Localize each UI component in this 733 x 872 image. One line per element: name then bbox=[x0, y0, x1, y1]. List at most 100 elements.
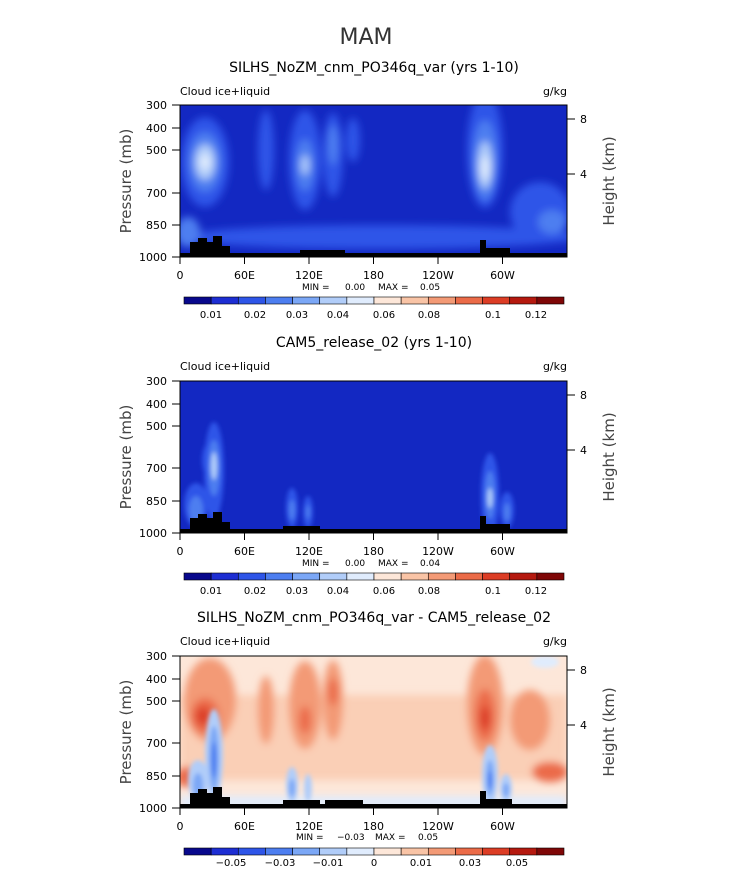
panel-3-ytick: 400 bbox=[146, 673, 167, 686]
svg-text:0: 0 bbox=[371, 858, 377, 869]
panel-3-left-ticks bbox=[172, 655, 180, 809]
panel-3-field bbox=[180, 656, 567, 808]
panel-2-left-ticks bbox=[172, 380, 180, 534]
panel-2-units: g/kg bbox=[543, 360, 567, 373]
colorbar-swatch bbox=[373, 296, 402, 305]
panel-1-right-axis bbox=[567, 118, 575, 175]
colorbar-swatch bbox=[292, 296, 321, 305]
colorbar-swatch bbox=[400, 847, 429, 856]
panel-2-xtick: 0 bbox=[177, 545, 184, 558]
panel-1-stats: MIN = 0.00 MAX = 0.05 bbox=[302, 283, 440, 293]
panel-3-xtick: 60E bbox=[234, 820, 255, 833]
colorbar-swatch bbox=[482, 572, 511, 581]
colorbar-swatch bbox=[346, 572, 375, 581]
panel-2-ytick: 300 bbox=[146, 375, 167, 388]
colorbar-swatch bbox=[373, 847, 402, 856]
colorbar-swatch bbox=[292, 847, 321, 856]
panel-1-xtick: 0 bbox=[177, 269, 184, 282]
panel-2-rtick: 8 bbox=[580, 389, 587, 402]
svg-text:MIN =: MIN = bbox=[296, 833, 324, 843]
colorbar-swatch bbox=[455, 847, 483, 856]
panel-2: CAM5_release_02 (yrs 1-10) Cloud ice+liq… bbox=[117, 335, 618, 597]
panel-3-x-ticks bbox=[179, 808, 503, 815]
panel-3-title: SILHS_NoZM_cnm_PO346q_var - CAM5_release… bbox=[197, 610, 551, 626]
panel-1-rtick: 4 bbox=[580, 168, 587, 181]
svg-text:0.03: 0.03 bbox=[286, 310, 308, 321]
svg-text:0.12: 0.12 bbox=[525, 310, 547, 321]
panel-3-xtick: 120W bbox=[422, 820, 454, 833]
panel-2-topography bbox=[180, 512, 567, 533]
svg-text:0.06: 0.06 bbox=[373, 586, 395, 597]
panel-2-colorbar bbox=[183, 572, 565, 581]
svg-text:MAX =: MAX = bbox=[378, 559, 409, 569]
svg-text:MAX =: MAX = bbox=[375, 833, 406, 843]
panel-3-xtick: 120E bbox=[295, 820, 323, 833]
svg-text:−0.03: −0.03 bbox=[337, 833, 365, 843]
svg-text:0.05: 0.05 bbox=[420, 283, 440, 293]
colorbar-swatch bbox=[210, 572, 239, 581]
panel-2-variable: Cloud ice+liquid bbox=[180, 360, 270, 373]
panel-3-left-axis: 300 400 500 700 850 1000 bbox=[139, 650, 167, 815]
panel-3-topography bbox=[180, 787, 567, 808]
panel-2-right-axis bbox=[567, 394, 575, 451]
panel-3-xtick: 60W bbox=[490, 820, 515, 833]
panel-2-xtick: 180 bbox=[363, 545, 384, 558]
colorbar-swatch bbox=[536, 296, 565, 305]
svg-text:−0.03: −0.03 bbox=[265, 858, 296, 869]
panel-2-field bbox=[180, 381, 567, 533]
colorbar-swatch bbox=[373, 572, 402, 581]
panel-3-rtick: 8 bbox=[580, 664, 587, 677]
colorbar-swatch bbox=[292, 572, 321, 581]
panel-1-xtick: 60E bbox=[234, 269, 255, 282]
svg-text:0.04: 0.04 bbox=[327, 586, 349, 597]
colorbar-swatch bbox=[237, 847, 266, 856]
panel-2-colorbar-labels: 0.01 0.02 0.03 0.04 0.06 0.08 0.1 0.12 bbox=[200, 586, 547, 597]
panel-2-ylabel: Pressure (mb) bbox=[117, 405, 135, 510]
colorbar-swatch bbox=[183, 847, 212, 856]
panel-3-ylabel-right: Height (km) bbox=[600, 687, 618, 776]
colorbar-swatch bbox=[265, 847, 293, 856]
svg-text:0.05: 0.05 bbox=[418, 833, 438, 843]
colorbar-swatch bbox=[536, 572, 565, 581]
panel-3-units: g/kg bbox=[543, 635, 567, 648]
panel-1-title: SILHS_NoZM_cnm_PO346q_var (yrs 1-10) bbox=[229, 60, 519, 76]
svg-text:MIN =: MIN = bbox=[302, 559, 330, 569]
panel-1-xtick: 120E bbox=[295, 269, 323, 282]
svg-text:0.08: 0.08 bbox=[418, 310, 440, 321]
panel-2-xtick: 120W bbox=[422, 545, 454, 558]
panel-1-ytick: 1000 bbox=[139, 251, 167, 264]
panel-3-ytick: 850 bbox=[146, 770, 167, 783]
panel-3: SILHS_NoZM_cnm_PO346q_var - CAM5_release… bbox=[117, 610, 618, 869]
svg-text:0.04: 0.04 bbox=[327, 310, 349, 321]
svg-text:0.1: 0.1 bbox=[485, 310, 501, 321]
colorbar-swatch bbox=[346, 847, 375, 856]
colorbar-swatch bbox=[482, 847, 511, 856]
panel-1: SILHS_NoZM_cnm_PO346q_var (yrs 1-10) Clo… bbox=[117, 60, 618, 321]
panel-3-colorbar bbox=[183, 847, 565, 856]
panel-3-ytick: 500 bbox=[146, 695, 167, 708]
colorbar-swatch bbox=[536, 847, 565, 856]
svg-text:0.01: 0.01 bbox=[200, 586, 222, 597]
panel-1-left-ticks bbox=[172, 104, 180, 258]
panel-1-ylabel: Pressure (mb) bbox=[117, 129, 135, 234]
panel-1-colorbar-labels: 0.01 0.02 0.03 0.04 0.06 0.08 0.1 0.12 bbox=[200, 310, 547, 321]
panel-1-left-axis: 300 400 500 700 850 1000 bbox=[139, 99, 167, 264]
svg-text:0.01: 0.01 bbox=[200, 310, 222, 321]
panel-3-ylabel: Pressure (mb) bbox=[117, 680, 135, 785]
colorbar-swatch bbox=[210, 847, 239, 856]
svg-text:0.01: 0.01 bbox=[410, 858, 432, 869]
panel-1-x-axis: 0 60E 120E 180 120W 60W bbox=[177, 269, 516, 282]
panel-2-ytick: 500 bbox=[146, 420, 167, 433]
colorbar-swatch bbox=[319, 572, 348, 581]
svg-text:0.06: 0.06 bbox=[373, 310, 395, 321]
panel-1-units: g/kg bbox=[543, 85, 567, 98]
panel-1-ytick: 400 bbox=[146, 122, 167, 135]
svg-text:0.1: 0.1 bbox=[485, 586, 501, 597]
panel-2-xtick: 60E bbox=[234, 545, 255, 558]
panel-1-ylabel-right: Height (km) bbox=[600, 136, 618, 225]
page-title: MAM bbox=[339, 25, 392, 50]
panel-1-ytick: 850 bbox=[146, 219, 167, 232]
colorbar-swatch bbox=[482, 296, 511, 305]
svg-text:−0.05: −0.05 bbox=[216, 858, 247, 869]
svg-text:0.02: 0.02 bbox=[244, 586, 266, 597]
